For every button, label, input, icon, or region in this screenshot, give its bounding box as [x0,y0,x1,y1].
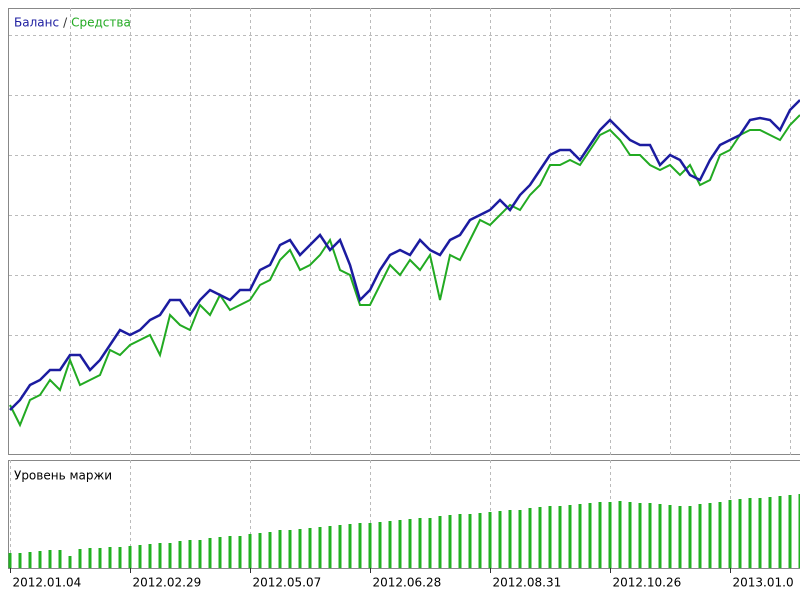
bar [728,500,732,568]
bar [498,511,502,568]
bar [8,553,12,568]
bar [568,505,572,568]
bar [598,502,602,568]
bar [58,550,62,568]
bar [488,512,492,568]
bar [698,504,702,568]
x-tick-label: 2012.01.04 [13,576,82,590]
bar [778,496,782,568]
bar [358,523,362,568]
x-tick-label: 2012.08.31 [493,576,562,590]
bar [88,548,92,568]
bar [428,518,432,568]
bar [318,527,322,568]
bar [538,507,542,568]
bar [278,530,282,568]
bar [348,524,352,568]
bar [248,534,252,568]
bar [18,553,22,568]
bar [788,495,792,568]
x-tick-label: 2013.01.0 [733,576,794,590]
bar [758,498,762,568]
bar [718,502,722,568]
bar [198,540,202,568]
panel-title: Уровень маржи [14,469,112,483]
bar [628,502,632,568]
bar [158,543,162,568]
bar [548,506,552,568]
legend-entry: Баланс [14,16,59,30]
bar [148,544,152,568]
bar [78,549,82,568]
bar [578,504,582,568]
bar [518,510,522,568]
bar [298,529,302,568]
bar [48,550,52,568]
bar [508,510,512,568]
bar [768,497,772,568]
bar [368,523,372,568]
bar [128,546,132,568]
bar [378,522,382,568]
bar [28,552,32,568]
bar [478,513,482,568]
bar [238,536,242,568]
bar [798,494,800,568]
series-line [9,114,800,428]
bar [98,548,102,568]
legend-entry: Средства [71,16,131,30]
bar [208,538,212,568]
bar [638,503,642,568]
bar [438,516,442,568]
bar [668,505,672,568]
bar [678,506,682,568]
bar [708,503,712,568]
x-tick-label: 2012.10.26 [613,576,682,590]
bar [168,543,172,568]
bar [738,499,742,568]
legend-separator: / [63,16,68,30]
bar [528,508,532,568]
x-tick-label: 2012.05.07 [253,576,322,590]
bar [268,532,272,568]
bar [388,521,392,568]
bar [328,526,332,568]
bar [408,519,412,568]
main-frame [8,8,800,455]
bar [458,514,462,568]
bar [38,551,42,568]
bar [648,503,652,568]
bar [618,501,622,568]
bar [338,525,342,568]
bar [178,541,182,568]
bar [258,533,262,568]
bar [218,537,222,568]
bar [288,530,292,568]
bar [418,518,422,568]
bar [608,502,612,568]
bar [468,514,472,568]
series-line [9,99,800,411]
bar [118,547,122,568]
bar [588,503,592,568]
bar [108,547,112,568]
bar [188,540,192,568]
bar [138,545,142,568]
x-tick-label: 2012.02.29 [133,576,202,590]
bar [398,520,402,568]
bar [308,528,312,568]
x-tick-label: 2012.06.28 [373,576,442,590]
bar [558,506,562,568]
bar [68,556,72,568]
bar [228,536,232,568]
bar [748,498,752,568]
bar [448,515,452,568]
bar [688,506,692,568]
bar [658,504,662,568]
